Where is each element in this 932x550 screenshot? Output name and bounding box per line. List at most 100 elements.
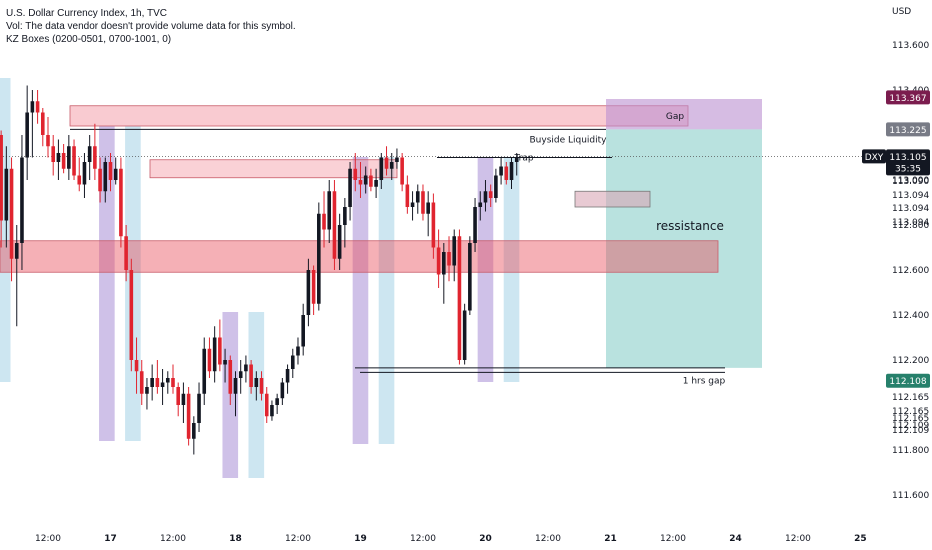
- kz-box: [0, 78, 11, 382]
- candle: [4, 146, 9, 248]
- candle-body: [389, 162, 394, 169]
- candle-body: [488, 191, 493, 198]
- candle-body: [395, 157, 399, 162]
- candle-body: [499, 166, 503, 176]
- candle: [160, 369, 165, 405]
- candle: [447, 236, 451, 282]
- candle-body: [259, 378, 264, 394]
- candle: [442, 243, 446, 304]
- candle-body: [337, 225, 342, 259]
- candle: [238, 360, 243, 394]
- candle-body: [290, 355, 295, 369]
- buyside-label: Buyside Liquidity: [529, 135, 607, 145]
- candle: [61, 144, 66, 174]
- candle-body: [332, 191, 337, 259]
- time-tick-label: 18: [229, 534, 242, 544]
- candle: [181, 382, 186, 423]
- time-tick-label: 20: [479, 534, 492, 544]
- candle: [322, 191, 326, 248]
- candle: [431, 193, 436, 259]
- candle: [129, 258, 134, 372]
- price-level-label: 112.165: [892, 407, 929, 417]
- time-tick-label: 24: [729, 534, 742, 544]
- price-tick-label: 112.800: [892, 221, 929, 231]
- candle: [212, 326, 217, 383]
- candle-body: [457, 236, 462, 360]
- price-tag-bg: [886, 90, 930, 105]
- candle: [468, 236, 472, 315]
- candle: [348, 162, 352, 221]
- candles: [0, 85, 519, 455]
- candle: [488, 184, 493, 207]
- candle: [296, 337, 300, 365]
- candle-body: [327, 191, 332, 230]
- price-level-label: 112.109: [892, 426, 929, 436]
- time-tick-label: 12:00: [285, 534, 311, 544]
- candle-body: [98, 168, 102, 192]
- candle-body: [150, 378, 154, 387]
- price-tag: 113.225: [886, 122, 930, 137]
- price-axis: USD113.600113.400113.000112.800112.60011…: [892, 7, 929, 501]
- candle-body: [25, 112, 29, 158]
- candle-body: [468, 243, 472, 311]
- candle-body: [0, 135, 3, 221]
- candle: [327, 180, 332, 243]
- candle: [395, 148, 399, 169]
- candle-body: [238, 371, 243, 378]
- candle-body: [442, 252, 446, 275]
- candle: [353, 153, 358, 192]
- candle: [145, 378, 149, 410]
- candle: [504, 162, 509, 185]
- gap-label: Gap: [666, 112, 684, 122]
- price-tag-bg: [886, 122, 930, 137]
- candle: [192, 416, 196, 455]
- candle: [259, 371, 264, 401]
- symbol-bg: [862, 149, 886, 164]
- candle: [197, 382, 201, 432]
- price-tick-label: 112.200: [892, 356, 929, 366]
- price-tag-label: 113.225: [889, 126, 926, 136]
- candle-body: [343, 207, 347, 225]
- zones: [0, 99, 762, 368]
- resistance-zone: [0, 240, 719, 273]
- candle: [207, 337, 212, 378]
- candle-body: [139, 371, 144, 394]
- candle: [410, 191, 415, 221]
- candle-body: [119, 168, 123, 237]
- indicator-legend[interactable]: KZ Boxes (0200-0501, 0700-1001, 0): [6, 34, 172, 45]
- candle: [421, 184, 425, 221]
- candle: [285, 364, 290, 394]
- target-zone: [606, 129, 762, 368]
- candle-body: [348, 168, 352, 207]
- candle-body: [40, 112, 45, 135]
- price-tick-label: 111.600: [892, 491, 929, 501]
- candle: [264, 387, 269, 423]
- candle-body: [421, 191, 425, 214]
- candle-body: [379, 157, 384, 180]
- candle: [139, 360, 144, 405]
- candle-body: [223, 360, 227, 365]
- candle: [332, 180, 337, 270]
- time-axis: 12:00 17 12:00 18 12:00 19 12:00 20 12:00 21 12:00…: [35, 534, 867, 544]
- time-tick-label: 19: [354, 534, 367, 544]
- candle: [389, 153, 394, 180]
- candle: [369, 168, 373, 192]
- candle-body: [426, 202, 430, 214]
- candle: [223, 348, 227, 383]
- candle-body: [124, 236, 128, 270]
- candle: [218, 319, 222, 372]
- candle: [358, 162, 363, 198]
- small-zone: [574, 190, 651, 208]
- candle: [186, 387, 191, 446]
- price-level-label: 112.165: [892, 414, 929, 424]
- candle: [176, 382, 180, 417]
- chart-title: U.S. Dollar Currency Index, 1h, TVC: [6, 8, 167, 19]
- candle: [254, 371, 259, 401]
- time-tick-label: 21: [604, 534, 617, 544]
- candle-body: [249, 364, 253, 387]
- candle: [0, 130, 3, 248]
- candle-body: [285, 369, 290, 383]
- candle: [374, 168, 378, 198]
